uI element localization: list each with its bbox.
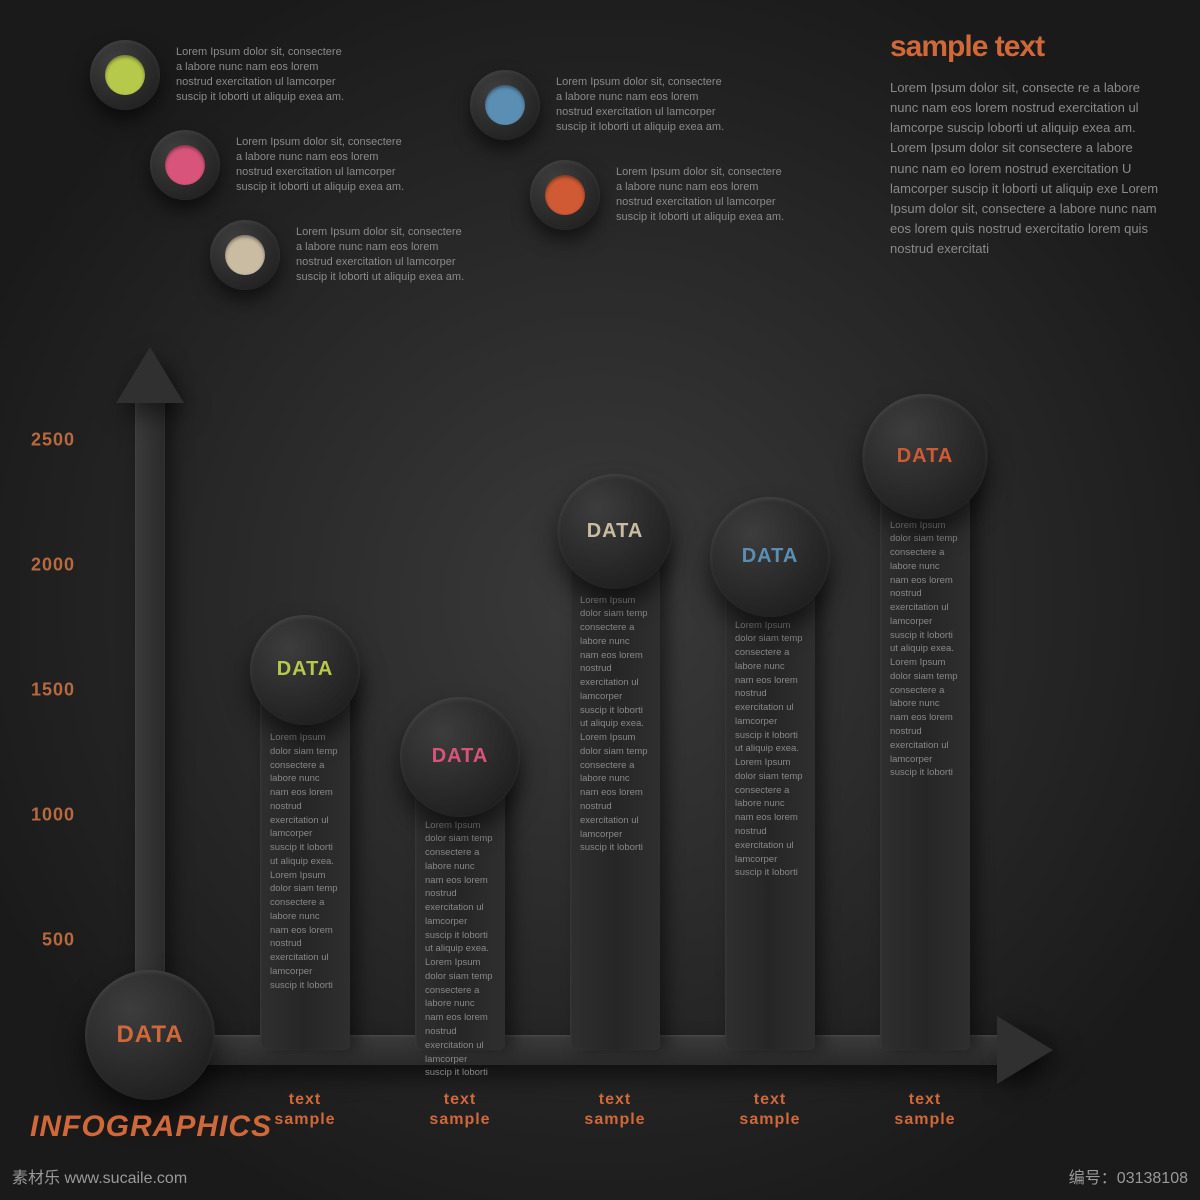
bar-x-label: textsample bbox=[405, 1090, 515, 1130]
bar: Lorem Ipsum dolor siam temp consectere a… bbox=[715, 563, 825, 1051]
bar-pillar: Lorem Ipsum dolor siam temp consectere a… bbox=[570, 538, 660, 1051]
bar: Lorem Ipsum dolor siam temp consectere a… bbox=[560, 538, 670, 1051]
legend-item: Lorem Ipsum dolor sit, consectere a labo… bbox=[90, 40, 346, 110]
bar-x-label-line: sample bbox=[560, 1110, 670, 1130]
bar-text: Lorem Ipsum dolor siam temp consectere a… bbox=[580, 594, 650, 856]
bar-x-label: textsample bbox=[870, 1090, 980, 1130]
bar-cap-label: DATA bbox=[742, 545, 799, 568]
bar-x-label-line: text bbox=[560, 1090, 670, 1110]
sample-body: Lorem Ipsum dolor sit, consecte re a lab… bbox=[890, 78, 1160, 259]
legend-text: Lorem Ipsum dolor sit, consectere a labo… bbox=[556, 75, 726, 134]
legend-dot bbox=[165, 145, 205, 185]
bar-cap: DATA bbox=[558, 474, 673, 589]
legend-text: Lorem Ipsum dolor sit, consectere a labo… bbox=[236, 135, 406, 194]
y-tick: 2000 bbox=[31, 555, 75, 576]
legend-chip bbox=[470, 70, 540, 140]
origin-badge: DATA bbox=[85, 970, 215, 1100]
legend-chip bbox=[150, 130, 220, 200]
bar-x-label-line: text bbox=[870, 1090, 980, 1110]
bar-text: Lorem Ipsum dolor siam temp consectere a… bbox=[425, 819, 495, 1081]
legend-item: Lorem Ipsum dolor sit, consectere a labo… bbox=[150, 130, 406, 200]
bar-x-label-line: sample bbox=[870, 1110, 980, 1130]
sample-text-block: sample text Lorem Ipsum dolor sit, conse… bbox=[890, 30, 1160, 259]
bar: Lorem Ipsum dolor siam temp consectere a… bbox=[250, 675, 360, 1050]
bar-x-label: textsample bbox=[560, 1090, 670, 1130]
bar-cap-label: DATA bbox=[277, 658, 334, 681]
y-tick: 500 bbox=[42, 930, 75, 951]
origin-label: DATA bbox=[116, 1021, 183, 1049]
legend-text: Lorem Ipsum dolor sit, consectere a labo… bbox=[616, 165, 786, 224]
bar-text: Lorem Ipsum dolor siam temp consectere a… bbox=[270, 731, 340, 993]
y-axis-arrowhead bbox=[116, 347, 184, 403]
bar: Lorem Ipsum dolor siam temp consectere a… bbox=[405, 763, 515, 1051]
watermark-right: 编号：03138108 bbox=[1069, 1164, 1188, 1188]
x-axis-arrowhead bbox=[997, 1016, 1053, 1084]
footer-title: INFOGRAPHICS bbox=[30, 1110, 272, 1144]
bar-x-label-line: sample bbox=[715, 1110, 825, 1130]
bar-pillar: Lorem Ipsum dolor siam temp consectere a… bbox=[260, 675, 350, 1050]
legend-dot bbox=[105, 55, 145, 95]
legend-chip bbox=[210, 220, 280, 290]
bar-x-label-line: text bbox=[405, 1090, 515, 1110]
sample-title: sample text bbox=[890, 30, 1160, 64]
legend-chip bbox=[90, 40, 160, 110]
y-tick: 1000 bbox=[31, 805, 75, 826]
bar-text: Lorem Ipsum dolor siam temp consectere a… bbox=[890, 519, 960, 781]
y-axis: 5001000150020002500 bbox=[135, 365, 165, 1065]
bar-x-label-line: sample bbox=[405, 1110, 515, 1130]
bar-cap-label: DATA bbox=[432, 745, 489, 768]
y-tick: 1500 bbox=[31, 680, 75, 701]
legend-item: Lorem Ipsum dolor sit, consectere a labo… bbox=[530, 160, 786, 230]
bar-pillar: Lorem Ipsum dolor siam temp consectere a… bbox=[880, 463, 970, 1051]
bar: Lorem Ipsum dolor siam temp consectere a… bbox=[870, 463, 980, 1051]
legend-text: Lorem Ipsum dolor sit, consectere a labo… bbox=[296, 225, 466, 284]
bar-text: Lorem Ipsum dolor siam temp consectere a… bbox=[735, 619, 805, 881]
bar-x-label-line: text bbox=[715, 1090, 825, 1110]
bar-cap: DATA bbox=[400, 697, 520, 817]
legend-dot bbox=[485, 85, 525, 125]
legend-dot bbox=[225, 235, 265, 275]
y-tick: 2500 bbox=[31, 430, 75, 451]
bar-cap: DATA bbox=[863, 394, 988, 519]
legend-text: Lorem Ipsum dolor sit, consectere a labo… bbox=[176, 45, 346, 104]
bar-cap-label: DATA bbox=[587, 520, 644, 543]
bar-cap: DATA bbox=[250, 615, 360, 725]
legend-item: Lorem Ipsum dolor sit, consectere a labo… bbox=[210, 220, 466, 290]
bar-pillar: Lorem Ipsum dolor siam temp consectere a… bbox=[725, 563, 815, 1051]
bar-cap: DATA bbox=[710, 497, 830, 617]
legend-item: Lorem Ipsum dolor sit, consectere a labo… bbox=[470, 70, 726, 140]
bar-cap-label: DATA bbox=[897, 445, 954, 468]
bar-x-label-line: text bbox=[250, 1090, 360, 1110]
bar-x-label: textsample bbox=[715, 1090, 825, 1130]
legend-chip bbox=[530, 160, 600, 230]
watermark-left: 素材乐 www.sucaile.com bbox=[12, 1164, 187, 1188]
legend-dot bbox=[545, 175, 585, 215]
